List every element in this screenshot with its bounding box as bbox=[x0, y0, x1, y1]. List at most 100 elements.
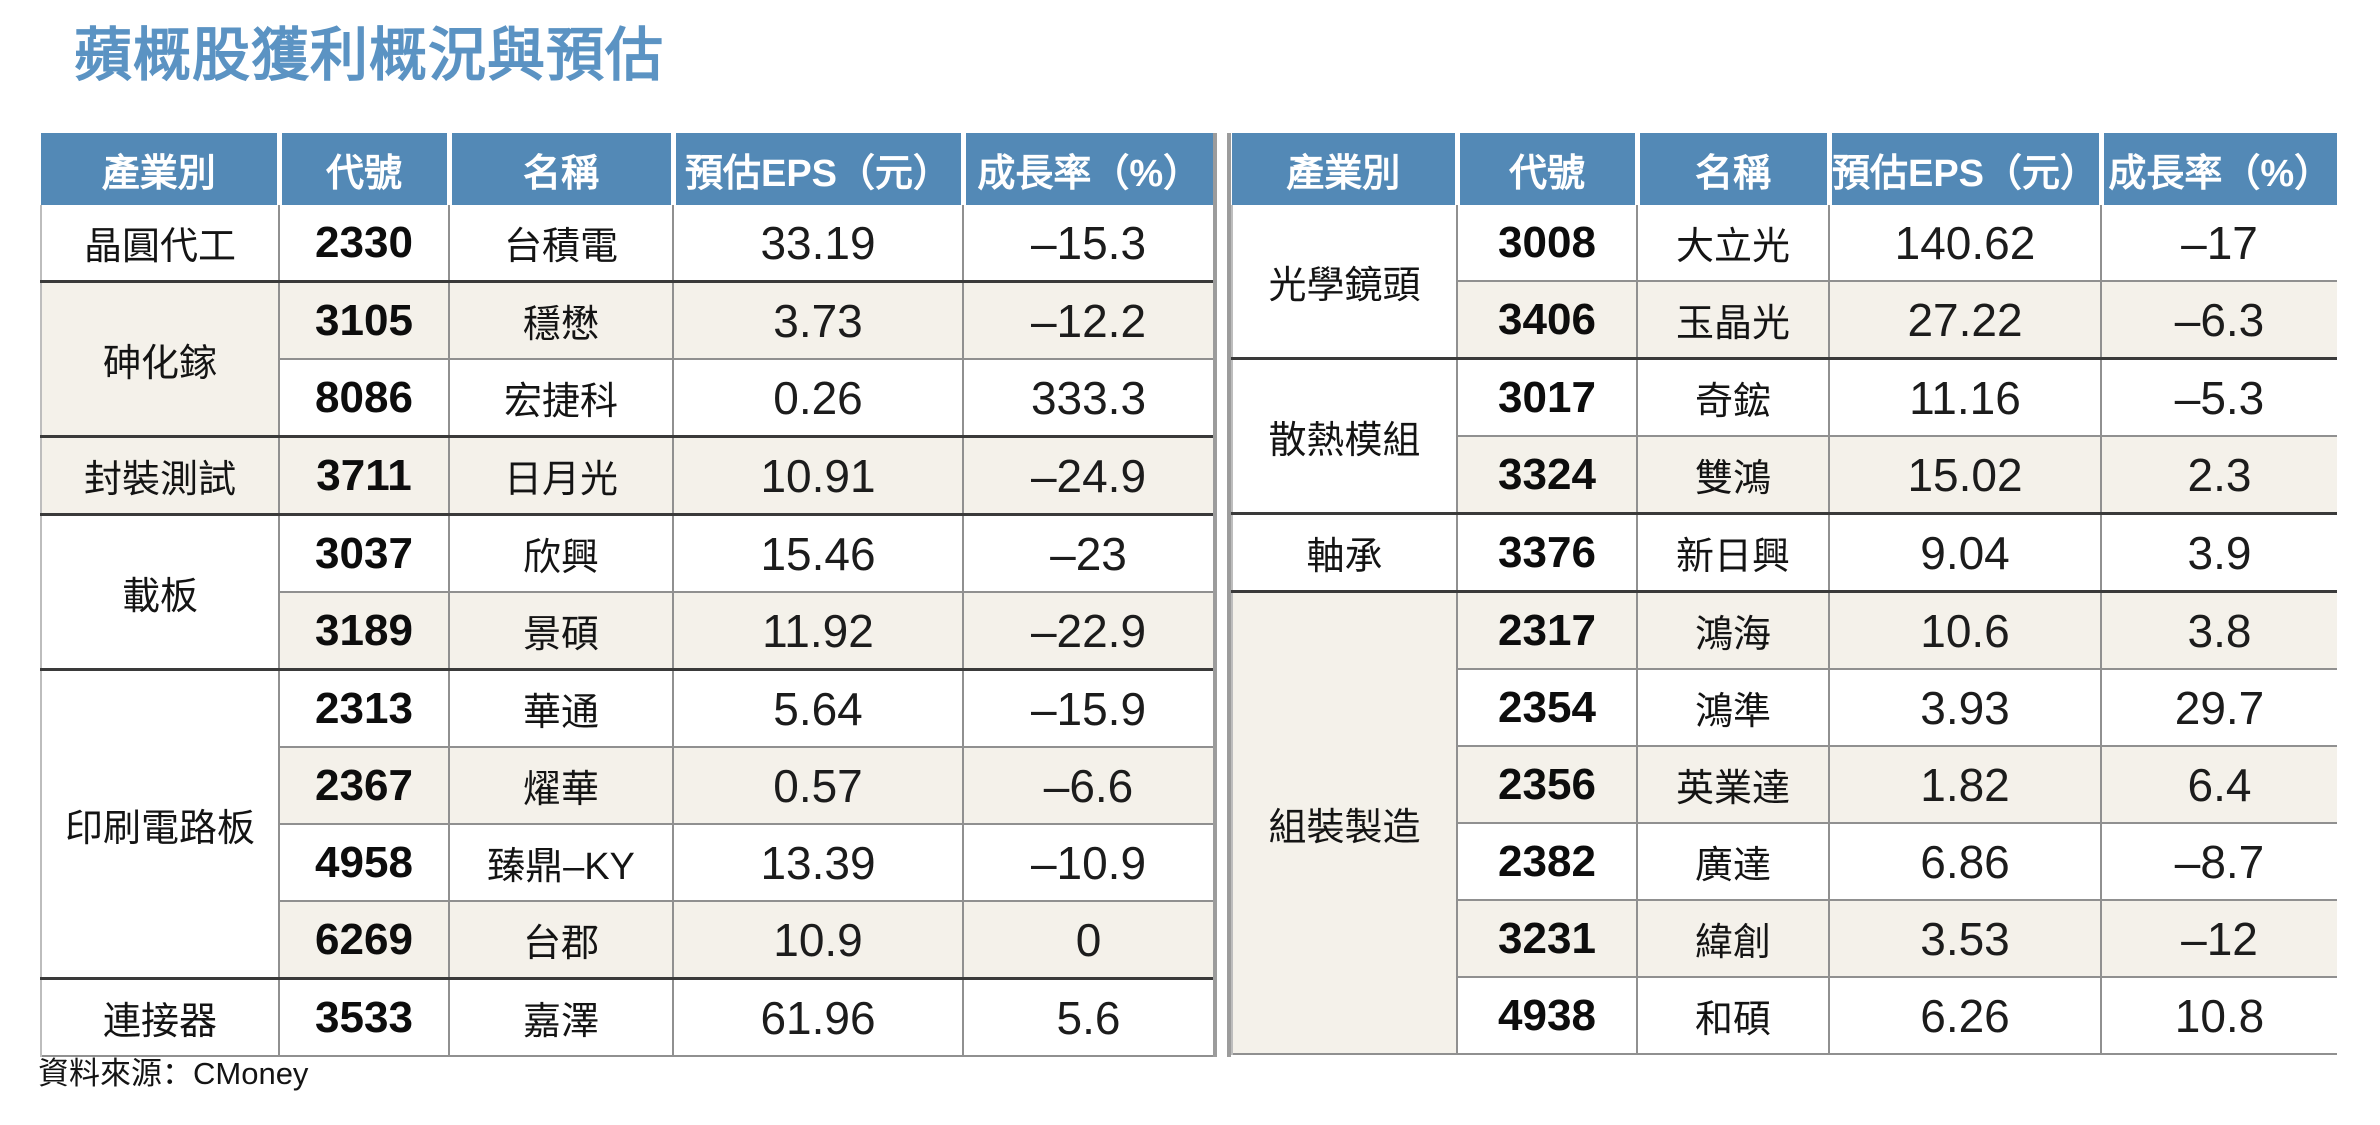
column-header-2: 名稱 bbox=[446, 133, 673, 205]
stock-name-cell: 穩懋 bbox=[448, 280, 673, 359]
stock-name-cell: 奇鋐 bbox=[1636, 357, 1829, 436]
table-row: 封裝測試 3711 日月光 10.91 –24.9 bbox=[40, 435, 1213, 515]
eps-cell: 10.91 bbox=[672, 435, 963, 515]
table-row: 4958 臻鼎–KY 13.39 –10.9 bbox=[41, 823, 1213, 901]
eps-cell: 5.64 bbox=[672, 668, 963, 747]
stock-code-cell: 3711 bbox=[278, 435, 449, 515]
table-row: 6269 台郡 10.9 0 bbox=[41, 900, 1213, 979]
stock-name-cell: 景碩 bbox=[448, 591, 673, 670]
table-row: 組裝製造 2317 鴻海 10.6 3.8 bbox=[1231, 590, 2337, 1054]
table-row: 光學鏡頭 3008 大立光 140.62 –17 bbox=[1231, 205, 2337, 359]
eps-cell: 6.86 bbox=[1828, 822, 2101, 900]
table-row: 8086 宏捷科 0.26 333.3 bbox=[41, 358, 1213, 437]
column-header-2: 名稱 bbox=[1634, 133, 1829, 205]
column-header-4: 成長率（%） bbox=[960, 133, 1213, 205]
table-row: 載板 3037 欣興 15.46 –23 bbox=[40, 513, 1213, 670]
growth-cell: –8.7 bbox=[2100, 822, 2337, 900]
growth-cell: –24.9 bbox=[962, 435, 1213, 515]
stock-code-cell: 3017 bbox=[1456, 357, 1637, 436]
stock-name-cell: 日月光 bbox=[448, 435, 673, 515]
column-header-3: 預估EPS（元） bbox=[670, 133, 963, 205]
eps-cell: 3.73 bbox=[672, 280, 963, 359]
eps-cell: 3.93 bbox=[1828, 668, 2101, 746]
industry-cell: 載板 bbox=[40, 513, 279, 670]
eps-cell: 9.04 bbox=[1828, 512, 2101, 592]
growth-cell: –15.3 bbox=[962, 205, 1213, 282]
eps-cell: 140.62 bbox=[1828, 205, 2101, 281]
growth-cell: –10.9 bbox=[962, 823, 1213, 901]
growth-cell: 2.3 bbox=[2100, 435, 2337, 514]
table-row: 3406 玉晶光 27.22 –6.3 bbox=[1232, 280, 2337, 359]
stock-name-cell: 廣達 bbox=[1636, 822, 1829, 900]
stock-name-cell: 台郡 bbox=[448, 900, 673, 979]
stock-name-cell: 大立光 bbox=[1636, 205, 1829, 281]
table-row: 印刷電路板 2313 華通 5.64 –15.9 bbox=[40, 668, 1213, 979]
table-row: 3324 雙鴻 15.02 2.3 bbox=[1232, 435, 2337, 514]
growth-cell: 0 bbox=[962, 900, 1213, 979]
eps-cell: 13.39 bbox=[672, 823, 963, 901]
stock-name-cell: 台積電 bbox=[448, 205, 673, 282]
industry-cell: 封裝測試 bbox=[40, 435, 279, 515]
growth-cell: –12 bbox=[2100, 899, 2337, 977]
column-header-1: 代號 bbox=[276, 133, 449, 205]
table-row: 連接器 3533 嘉澤 61.96 5.6 bbox=[40, 977, 1213, 1056]
table-row: 2382 廣達 6.86 –8.7 bbox=[1232, 822, 2337, 900]
stock-name-cell: 新日興 bbox=[1636, 512, 1829, 592]
stock-name-cell: 鴻海 bbox=[1636, 590, 1829, 669]
tables-container: 產業別 代號 名稱 預估EPS（元） 成長率（%） 晶圓代工 2330 台積電 33.19 –15… bbox=[40, 133, 2337, 1057]
stock-code-cell: 3008 bbox=[1456, 205, 1637, 281]
eps-cell: 27.22 bbox=[1828, 280, 2101, 359]
growth-cell: –23 bbox=[962, 513, 1213, 592]
table-row: 2354 鴻準 3.93 29.7 bbox=[1232, 668, 2337, 746]
stock-code-cell: 8086 bbox=[278, 358, 449, 437]
stock-name-cell: 燿華 bbox=[448, 746, 673, 824]
growth-cell: –12.2 bbox=[962, 280, 1213, 359]
left-table-wrap: 產業別 代號 名稱 預估EPS（元） 成長率（%） 晶圓代工 2330 台積電 33.19 –15… bbox=[40, 133, 1213, 1057]
industry-cell: 組裝製造 bbox=[1231, 590, 1457, 1054]
eps-cell: 33.19 bbox=[672, 205, 963, 282]
header-row: 產業別 代號 名稱 預估EPS（元） 成長率（%） bbox=[41, 133, 1213, 205]
eps-cell: 6.26 bbox=[1828, 976, 2101, 1054]
growth-cell: 3.8 bbox=[2100, 590, 2337, 669]
page-title: 蘋概股獲利概況與預估 bbox=[74, 23, 665, 88]
stock-code-cell: 3406 bbox=[1456, 280, 1637, 359]
industry-cell: 砷化鎵 bbox=[40, 280, 279, 437]
industry-cell: 光學鏡頭 bbox=[1231, 205, 1457, 359]
stocks-table-left: 產業別 代號 名稱 預估EPS（元） 成長率（%） 晶圓代工 2330 台積電 33.19 –15… bbox=[40, 133, 1213, 1057]
stock-code-cell: 4938 bbox=[1456, 976, 1637, 1054]
stock-code-cell: 2317 bbox=[1456, 590, 1637, 669]
eps-cell: 11.16 bbox=[1828, 357, 2101, 436]
eps-cell: 10.9 bbox=[672, 900, 963, 979]
table-row: 3231 緯創 3.53 –12 bbox=[1232, 899, 2337, 977]
stock-code-cell: 6269 bbox=[278, 900, 449, 979]
industry-cell: 軸承 bbox=[1231, 512, 1457, 592]
stock-code-cell: 2367 bbox=[278, 746, 449, 824]
stock-code-cell: 3037 bbox=[278, 513, 449, 592]
table-row: 散熱模組 3017 奇鋐 11.16 –5.3 bbox=[1231, 357, 2337, 514]
growth-cell: –6.3 bbox=[2100, 280, 2337, 359]
growth-cell: 29.7 bbox=[2100, 668, 2337, 746]
eps-cell: 10.6 bbox=[1828, 590, 2101, 669]
table-row: 3189 景碩 11.92 –22.9 bbox=[41, 591, 1213, 670]
column-header-1: 代號 bbox=[1454, 133, 1637, 205]
stock-name-cell: 宏捷科 bbox=[448, 358, 673, 437]
table-row: 4938 和碩 6.26 10.8 bbox=[1232, 976, 2337, 1054]
eps-cell: 11.92 bbox=[672, 591, 963, 670]
stock-code-cell: 2313 bbox=[278, 668, 449, 747]
column-header-4: 成長率（%） bbox=[2098, 133, 2337, 205]
stock-name-cell: 緯創 bbox=[1636, 899, 1829, 977]
table-row: 軸承 3376 新日興 9.04 3.9 bbox=[1231, 512, 2337, 592]
table-row: 砷化鎵 3105 穩懋 3.73 –12.2 bbox=[40, 280, 1213, 437]
stock-code-cell: 2382 bbox=[1456, 822, 1637, 900]
stock-name-cell: 和碩 bbox=[1636, 976, 1829, 1054]
stock-code-cell: 3533 bbox=[278, 977, 449, 1056]
eps-cell: 3.53 bbox=[1828, 899, 2101, 977]
stock-code-cell: 2354 bbox=[1456, 668, 1637, 746]
eps-cell: 0.57 bbox=[672, 746, 963, 824]
table-row: 2356 英業達 1.82 6.4 bbox=[1232, 745, 2337, 823]
growth-cell: 3.9 bbox=[2100, 512, 2337, 592]
stock-code-cell: 3189 bbox=[278, 591, 449, 670]
industry-cell: 印刷電路板 bbox=[40, 668, 279, 979]
column-header-3: 預估EPS（元） bbox=[1826, 133, 2101, 205]
stock-name-cell: 欣興 bbox=[448, 513, 673, 592]
